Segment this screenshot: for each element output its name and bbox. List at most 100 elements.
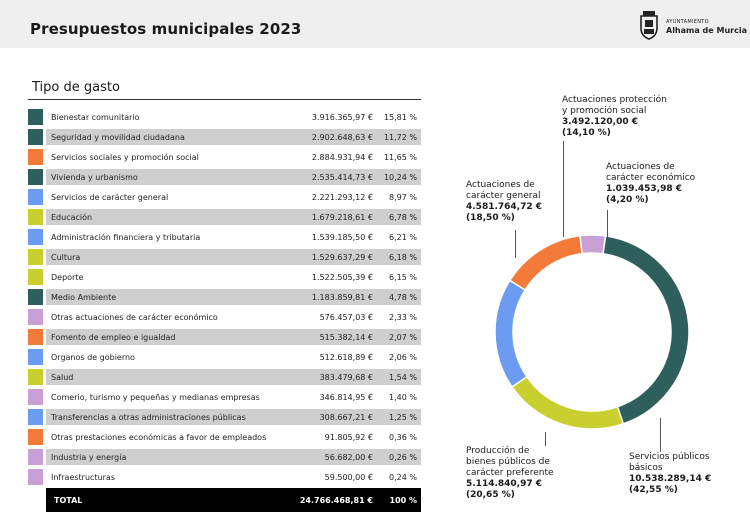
donut-label-name: carácter preferente — [466, 468, 554, 478]
leader-line — [515, 230, 516, 258]
color-swatch — [28, 329, 43, 345]
row-label: Infraestructuras — [51, 473, 115, 482]
row-label: Fomento de empleo e igualdad — [51, 333, 176, 342]
row-amount: 383.479,68 € — [319, 373, 373, 382]
coat-of-arms-icon — [640, 11, 658, 40]
row-amount: 2.221.293,12 € — [311, 193, 373, 202]
table-row: Medio Ambiente 1.183.859,81 € 4,78 % — [28, 287, 421, 307]
table-row: Transferencias a otras administraciones … — [28, 407, 421, 427]
row-label: Seguridad y movilidad ciudadana — [51, 133, 185, 142]
donut-slice — [508, 234, 584, 292]
row-pct: 1,54 % — [389, 373, 417, 382]
donut-label-pct: (14,10 %) — [562, 128, 611, 138]
table-row: Fomento de empleo e igualdad 515.382,14 €… — [28, 327, 421, 347]
table-row: Servicios de carácter general 2.221.293,1… — [28, 187, 421, 207]
donut-label-value: 1.039.453,98 € — [606, 184, 683, 194]
row-band — [46, 329, 421, 345]
row-band — [46, 129, 421, 145]
row-label: Educación — [51, 213, 93, 222]
row-pct: 10,24 % — [383, 173, 417, 182]
leader-line — [607, 210, 608, 238]
expense-table: Bienestar comunitario 3.916.365,97 € 15,81… — [28, 107, 421, 487]
donut-label-name: Actuaciones de — [466, 180, 535, 190]
color-swatch — [28, 409, 43, 425]
logo-name-text: Alhama de Murcia — [666, 26, 747, 35]
table-row: Otras actuaciones de carácter económico 5… — [28, 307, 421, 327]
donut-label-name: Actuaciones de — [606, 162, 675, 172]
row-band — [46, 369, 421, 385]
color-swatch — [28, 429, 43, 445]
color-swatch — [28, 169, 43, 185]
donut-label-name: Servicios públicos — [629, 452, 710, 462]
leader-line — [545, 432, 546, 446]
row-label: Cultura — [51, 253, 81, 262]
row-amount: 1.539.185,50 € — [311, 233, 373, 242]
row-band — [46, 409, 421, 425]
row-label: Transferencias a otras administraciones … — [51, 413, 246, 422]
row-label: Servicios de carácter general — [51, 193, 169, 202]
row-pct: 1,25 % — [389, 413, 417, 422]
table-title: Tipo de gasto — [32, 80, 120, 95]
row-pct: 1,40 % — [389, 393, 417, 402]
row-label: Salud — [51, 373, 74, 382]
total-pct: 100 % — [389, 496, 418, 505]
row-amount: 56.682,00 € — [324, 453, 373, 462]
donut-label-pct: (18,50 %) — [466, 213, 515, 223]
donut-chart — [494, 234, 690, 430]
donut-slice — [602, 235, 690, 425]
color-swatch — [28, 229, 43, 245]
row-amount: 2.535.414,73 € — [311, 173, 373, 182]
row-pct: 6,18 % — [389, 253, 417, 262]
table-row: Otras prestaciones económicas a favor de… — [28, 427, 421, 447]
color-swatch — [28, 389, 43, 405]
color-swatch — [28, 109, 43, 125]
row-pct: 2,07 % — [389, 333, 417, 342]
donut-slice — [510, 375, 625, 430]
row-pct: 0,36 % — [389, 433, 417, 442]
donut-label: Servicios públicos básicos 10.538.289,14 €… — [629, 452, 711, 496]
donut-label-pct: (20,65 %) — [466, 490, 515, 500]
donut-label-value: 10.538.289,14 € — [629, 474, 712, 484]
row-pct: 8,97 % — [389, 193, 417, 202]
row-label: Otras prestaciones económicas a favor de… — [51, 433, 267, 442]
row-amount: 2.902.648,63 € — [311, 133, 373, 142]
donut-label-name: carácter general — [466, 191, 541, 201]
row-pct: 11,65 % — [383, 153, 417, 162]
donut-slice — [579, 234, 607, 255]
donut-label-name: carácter económico — [606, 173, 696, 183]
donut-label: Actuaciones de carácter económico 1.039.45… — [606, 162, 695, 206]
donut-slice — [494, 279, 528, 388]
row-pct: 6,21 % — [389, 233, 417, 242]
color-swatch — [28, 149, 43, 165]
row-pct: 11,72 % — [383, 133, 417, 142]
table-row: Bienestar comunitario 3.916.365,97 € 15,81… — [28, 107, 421, 127]
row-amount: 1.529.637,29 € — [311, 253, 373, 262]
row-amount: 2.884.931,94 € — [311, 153, 373, 162]
table-row: Administración financiera y tributaria 1.… — [28, 227, 421, 247]
donut-label-name: Producción de — [466, 446, 530, 456]
color-swatch — [28, 189, 43, 205]
color-swatch — [28, 129, 43, 145]
leader-line — [660, 418, 661, 452]
row-band — [46, 209, 421, 225]
page-title: Presupuestos municipales 2023 — [30, 20, 302, 38]
table-row: Cultura 1.529.637,29 € 6,18 % — [28, 247, 421, 267]
table-row: Deporte 1.522.505,39 € 6,15 % — [28, 267, 421, 287]
table-row: Industria y energía 56.682,00 € 0,26 % — [28, 447, 421, 467]
donut-label-name: básicos — [629, 463, 663, 473]
row-band — [46, 169, 421, 185]
row-label: Comerio, turismo y pequeñas y medianas e… — [51, 393, 260, 402]
row-amount: 1.183.859,81 € — [311, 293, 373, 302]
row-label: Administración financiera y tributaria — [51, 233, 201, 242]
row-band — [46, 449, 421, 465]
row-band — [46, 289, 421, 305]
color-swatch — [28, 349, 43, 365]
total-label: TOTAL — [54, 496, 83, 505]
row-amount: 91.805,92 € — [324, 433, 373, 442]
header-bar: Presupuestos municipales 2023 AYUNTAMIEN… — [0, 0, 750, 48]
table-title-rule — [28, 99, 421, 100]
color-swatch — [28, 469, 43, 485]
row-pct: 6,78 % — [389, 213, 417, 222]
row-amount: 308.667,21 € — [319, 413, 373, 422]
row-amount: 515.382,14 € — [319, 333, 373, 342]
